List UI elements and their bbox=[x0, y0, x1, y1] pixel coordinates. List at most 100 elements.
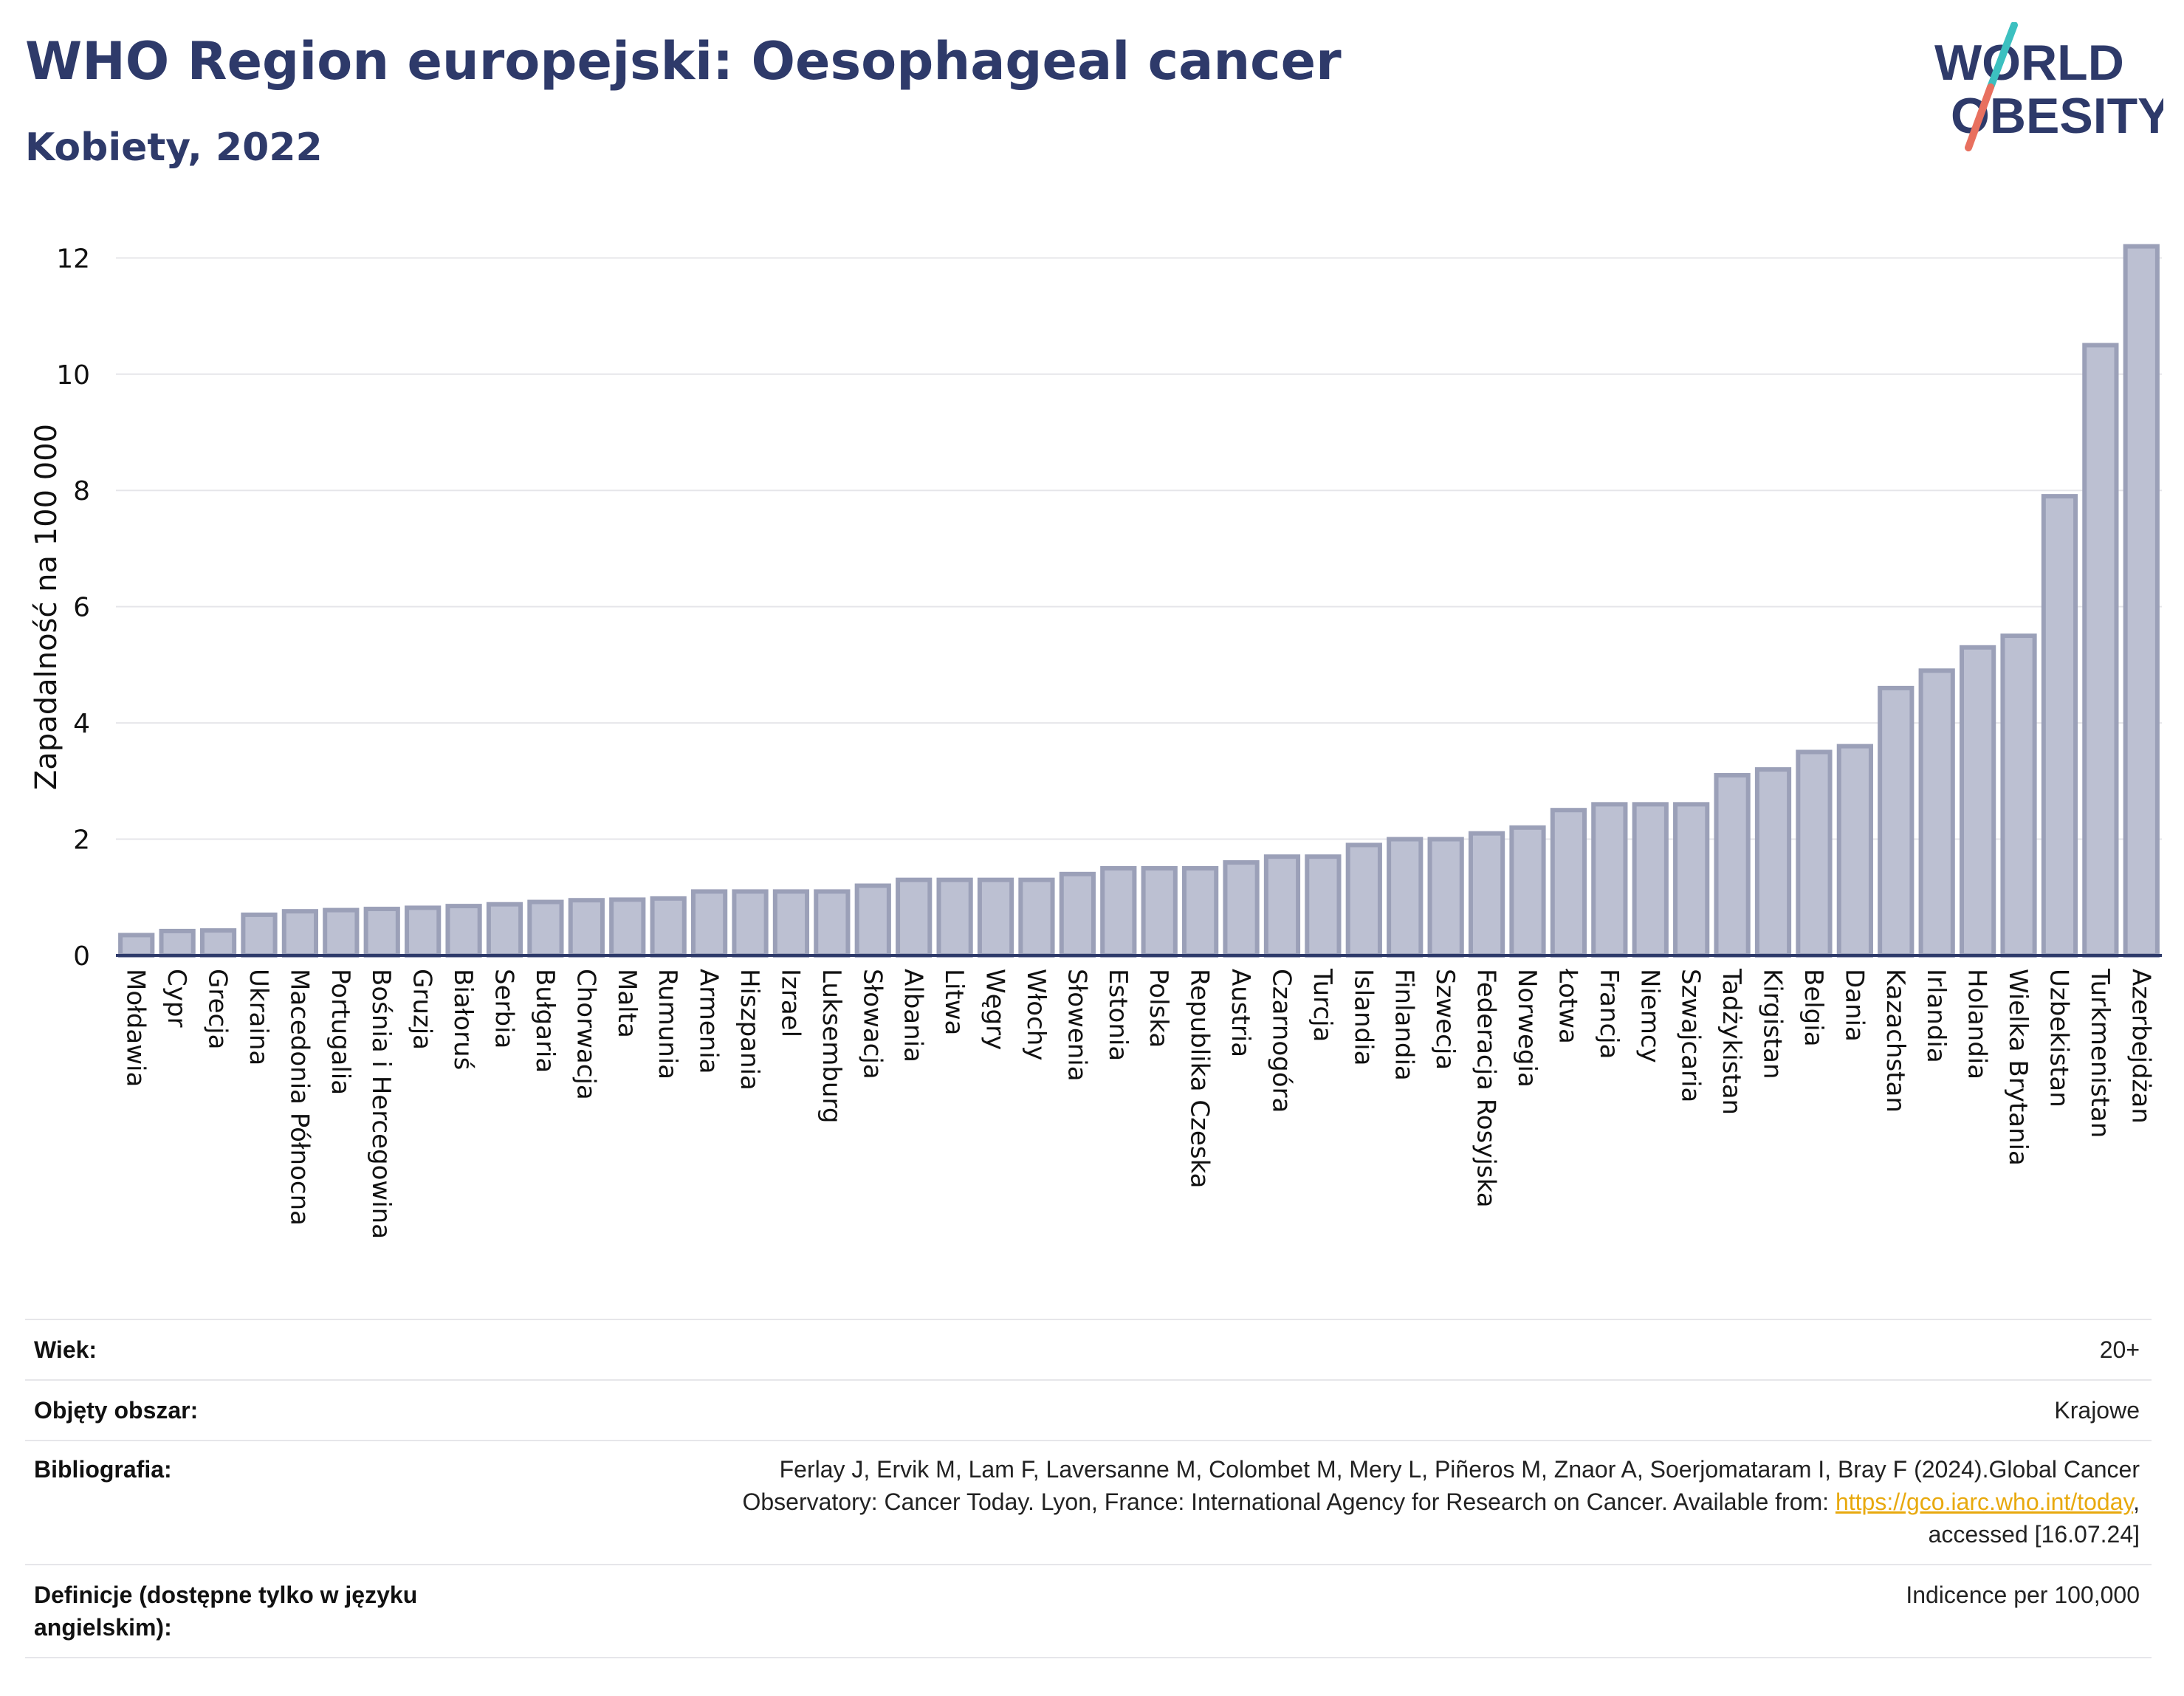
bar bbox=[405, 905, 442, 958]
x-tick-label: Turcja bbox=[1308, 968, 1337, 1042]
bar bbox=[690, 889, 728, 958]
x-tick-label: Republika Czeska bbox=[1185, 969, 1215, 1189]
x-tick-label: Cypr bbox=[162, 969, 191, 1027]
bar bbox=[1018, 877, 1055, 958]
x-tick-label: Bułgaria bbox=[530, 969, 560, 1073]
bar bbox=[1305, 854, 1342, 958]
bar bbox=[527, 899, 564, 958]
y-tick-label: 12 bbox=[56, 244, 90, 274]
x-tick-label: Finlandia bbox=[1390, 969, 1419, 1081]
chart-subtitle: Kobiety, 2022 bbox=[25, 126, 323, 170]
x-tick-label: Azerbejdżan bbox=[2126, 969, 2155, 1124]
bar bbox=[159, 928, 196, 958]
x-tick-label: Słowenia bbox=[1062, 969, 1091, 1082]
x-tick-label: Chorwacja bbox=[571, 969, 600, 1100]
world-obesity-logo: WORLD OBESITY bbox=[1934, 22, 2163, 151]
meta-value-age: 20+ bbox=[2099, 1336, 2140, 1363]
bar bbox=[814, 889, 851, 958]
x-tick-label: Francja bbox=[1594, 969, 1624, 1059]
logo-text-world: WORLD bbox=[1934, 35, 2124, 91]
x-tick-label: Turkmenistan bbox=[2085, 968, 2115, 1138]
bar bbox=[323, 907, 360, 958]
x-tick-label: Irlandia bbox=[1921, 969, 1951, 1063]
bar bbox=[118, 933, 155, 958]
x-tick-label: Ukraina bbox=[244, 969, 273, 1065]
meta-value-bibliography: Ferlay J, Ervik M, Lam F, Laversanne M, … bbox=[742, 1453, 2140, 1551]
meta-row-area: Objęty obszar: Krajowe bbox=[25, 1379, 2152, 1441]
source-link[interactable]: https://gco.iarc.who.int/today bbox=[1835, 1489, 2134, 1515]
bibliography-line-3: accessed [16.07.24] bbox=[1928, 1521, 2140, 1548]
x-tick-label: Białoruś bbox=[448, 969, 478, 1070]
bar bbox=[772, 889, 810, 958]
bar bbox=[936, 877, 973, 958]
meta-row-bibliography: Bibliografia: Ferlay J, Ervik M, Lam F, … bbox=[25, 1440, 2152, 1565]
bar bbox=[1878, 685, 1915, 958]
y-tick-labels: 0 2 4 6 8 10 12 bbox=[56, 244, 90, 972]
bar bbox=[1468, 831, 1505, 958]
y-axis-title: Zapadalność na 100 000 bbox=[30, 424, 63, 790]
x-tick-label: Austria bbox=[1226, 969, 1255, 1057]
bar bbox=[1632, 802, 1669, 958]
bar bbox=[2000, 634, 2037, 958]
bar bbox=[1673, 802, 1710, 958]
bar bbox=[1141, 865, 1178, 958]
x-tick-labels: Mołdawia Cypr Grecja Ukraina Macedonia Półno… bbox=[121, 968, 2156, 1239]
x-tick-label: Wielka Brytania bbox=[2003, 969, 2033, 1166]
y-tick-label: 8 bbox=[73, 476, 90, 507]
bar bbox=[281, 909, 319, 958]
x-tick-label: Niemcy bbox=[1635, 969, 1664, 1063]
logo-slash-top bbox=[1987, 22, 2018, 91]
bar bbox=[1714, 772, 1751, 958]
bar bbox=[241, 912, 278, 958]
x-tick-label: Litwa bbox=[939, 969, 969, 1035]
x-tick-label: Uzbekistan bbox=[2044, 969, 2073, 1108]
x-tick-label: Macedonia Północna bbox=[284, 969, 314, 1226]
meta-value-definitions: Indicence per 100,000 bbox=[1906, 1582, 2140, 1608]
bar bbox=[1918, 668, 1955, 958]
bar bbox=[1182, 865, 1219, 958]
x-tick-label: Kirgistan bbox=[1758, 969, 1788, 1079]
bar bbox=[1509, 825, 1546, 958]
x-tick-label: Słowacja bbox=[857, 969, 887, 1079]
meta-row-definitions: Definicje (dostępne tylko w języku angie… bbox=[25, 1564, 2152, 1658]
bar bbox=[732, 889, 769, 958]
x-tick-label: Szwajcaria bbox=[1676, 969, 1706, 1102]
chart-title: WHO Region europejski: Oesophageal cance… bbox=[25, 31, 1342, 92]
x-tick-label: Czarnogóra bbox=[1266, 969, 1296, 1113]
bar bbox=[199, 928, 237, 958]
x-tick-label: Izrael bbox=[775, 969, 805, 1037]
logo-slash-bottom bbox=[1965, 83, 1994, 151]
bar bbox=[1263, 854, 1301, 958]
y-tick-label: 4 bbox=[73, 709, 90, 739]
bar bbox=[1550, 808, 1587, 958]
y-tick-label: 6 bbox=[73, 593, 90, 623]
bar bbox=[1754, 767, 1792, 958]
x-tick-label: Rumunia bbox=[653, 969, 682, 1079]
bar bbox=[1059, 871, 1096, 958]
y-tick-label: 10 bbox=[56, 360, 90, 391]
bar bbox=[2082, 343, 2119, 958]
bar bbox=[445, 904, 482, 958]
bibliography-line-2: Observatory: Cancer Today. Lyon, France:… bbox=[742, 1489, 2140, 1515]
x-tick-label: Islandia bbox=[1348, 969, 1378, 1065]
x-tick-label: Belgia bbox=[1799, 969, 1828, 1047]
meta-label-age: Wiek: bbox=[34, 1336, 97, 1363]
x-tick-label: Gruzja bbox=[408, 969, 437, 1050]
bar bbox=[1591, 802, 1628, 958]
bar bbox=[1836, 744, 1873, 958]
y-tick-label: 0 bbox=[73, 941, 90, 972]
bar bbox=[1345, 842, 1382, 958]
bar bbox=[1100, 865, 1137, 958]
bar bbox=[1959, 645, 1996, 958]
meta-row-age: Wiek: 20+ bbox=[25, 1319, 2152, 1381]
x-tick-label: Szwecja bbox=[1430, 969, 1460, 1070]
bar bbox=[2123, 244, 2160, 958]
bar bbox=[854, 883, 891, 958]
x-tick-label: Portugalia bbox=[326, 969, 355, 1095]
meta-label-definitions: Definicje (dostępne tylko w języku angie… bbox=[34, 1582, 418, 1641]
x-tick-label: Albania bbox=[899, 969, 928, 1062]
x-tick-label: Federacja Rosyjska bbox=[1472, 969, 1501, 1208]
x-tick-label: Serbia bbox=[489, 969, 518, 1048]
meta-label-area: Objęty obszar: bbox=[34, 1397, 199, 1424]
bars bbox=[118, 244, 2160, 958]
